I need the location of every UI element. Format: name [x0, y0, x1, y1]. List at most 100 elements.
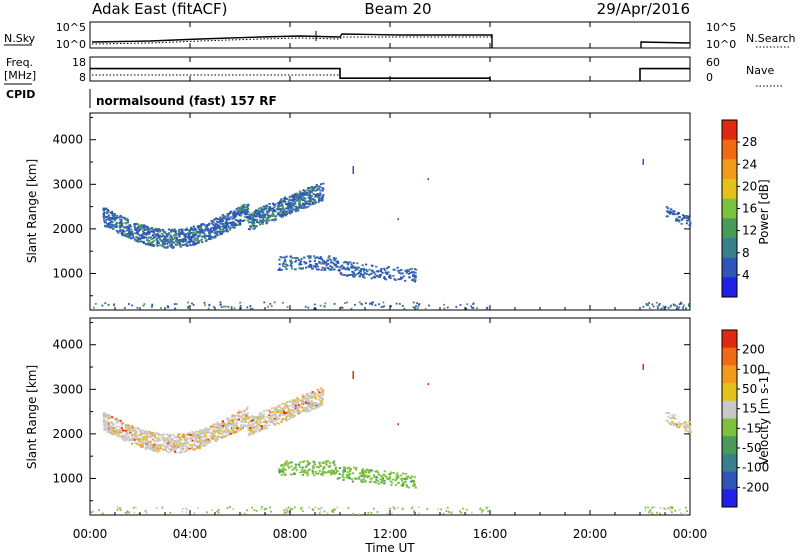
echo-point: [352, 275, 355, 277]
echo-point: [242, 424, 245, 427]
ground-scatter-point: [680, 512, 682, 514]
echo-point: [354, 269, 357, 272]
echo-point: [669, 417, 672, 419]
echo-point: [239, 209, 242, 211]
echo-point: [249, 221, 252, 224]
echo-point: [109, 427, 112, 429]
echo-point: [179, 442, 183, 444]
echo-point: [277, 211, 280, 214]
echo-point: [196, 225, 199, 228]
echo-point: [187, 437, 190, 440]
echo-point: [183, 450, 186, 453]
ground-scatter-point: [382, 305, 384, 308]
echo-point: [105, 428, 108, 430]
ground-scatter-point: [204, 304, 206, 307]
echo-point: [299, 191, 302, 194]
echo-point: [191, 235, 194, 237]
echo-point: [207, 431, 210, 434]
echo-point: [224, 217, 227, 220]
echo-point: [270, 421, 273, 423]
echo-point: [110, 416, 114, 419]
echo-point: [370, 270, 374, 272]
echo-point: [236, 429, 239, 432]
echo-point: [310, 404, 314, 406]
echo-point: [173, 230, 176, 233]
colorbar-swatch: [722, 453, 737, 473]
echo-point: [335, 264, 338, 267]
echo-point: [254, 214, 257, 217]
colorbar-swatch: [722, 347, 737, 366]
echo-point: [246, 216, 249, 219]
echo-point: [341, 473, 344, 476]
ground-scatter-point: [131, 304, 134, 307]
echo-point: [287, 201, 290, 203]
echo-point: [199, 430, 202, 433]
echo-point: [153, 245, 156, 248]
echo-point: [294, 257, 297, 259]
echo-point: [156, 234, 160, 237]
echo-point: [244, 416, 248, 419]
echo-point: [259, 417, 262, 419]
echo-point: [263, 426, 266, 429]
echo-point: [390, 471, 393, 474]
echo-point: [221, 214, 225, 216]
echo-point: [674, 422, 677, 425]
echo-point: [263, 424, 266, 427]
ground-scatter-point: [101, 304, 104, 307]
echo-point: [316, 265, 319, 268]
echo-point: [275, 408, 278, 411]
echo-point: [122, 230, 125, 233]
ground-scatter-point: [485, 506, 488, 508]
echo-point: [688, 223, 691, 226]
echo-point: [203, 432, 206, 435]
echo-point: [292, 473, 295, 476]
echo-point: [196, 232, 199, 234]
echo-point: [333, 463, 336, 466]
echo-point: [328, 268, 331, 271]
echo-point: [158, 448, 161, 451]
ground-scatter-point: [261, 506, 263, 508]
echo-point: [184, 445, 187, 447]
echo-point: [123, 226, 126, 228]
echo-point: [370, 480, 373, 483]
echo-point: [390, 484, 393, 486]
echo-point: [298, 262, 301, 265]
echo-point: [323, 461, 326, 464]
ground-scatter-point: [314, 506, 317, 508]
echo-point: [220, 223, 223, 226]
echo-point: [368, 475, 371, 478]
ground-scatter-point: [143, 303, 146, 305]
echo-point: [140, 432, 143, 435]
echo-point: [211, 231, 214, 233]
echo-point: [115, 214, 119, 217]
echo-point: [133, 223, 136, 226]
echo-point: [278, 468, 281, 470]
echo-point: [205, 430, 208, 432]
echo-point: [672, 210, 675, 212]
echo-point: [228, 423, 231, 426]
echo-point: [281, 212, 284, 215]
echo-point: [298, 267, 301, 270]
ground-scatter-point: [374, 304, 377, 307]
echo-point: [158, 445, 162, 447]
ground-scatter-point: [486, 306, 489, 309]
echo-point: [302, 396, 305, 398]
noise-search-trace: [91, 36, 492, 45]
echo-point: [303, 407, 306, 409]
echo-point: [139, 240, 142, 243]
echo-point: [111, 227, 114, 229]
echo-point: [315, 406, 318, 408]
echo-point: [300, 207, 303, 209]
echo-point: [140, 438, 143, 441]
echo-point: [207, 438, 210, 441]
echo-point: [135, 236, 138, 238]
echo-point: [161, 245, 164, 247]
echo-point: [247, 422, 250, 425]
echo-point: [237, 211, 240, 214]
echo-point: [321, 389, 324, 392]
echo-point: [301, 194, 304, 196]
echo-point: [225, 219, 228, 221]
echo-point: [294, 465, 297, 468]
ground-scatter-point: [470, 511, 473, 514]
echo-point: [108, 429, 111, 432]
